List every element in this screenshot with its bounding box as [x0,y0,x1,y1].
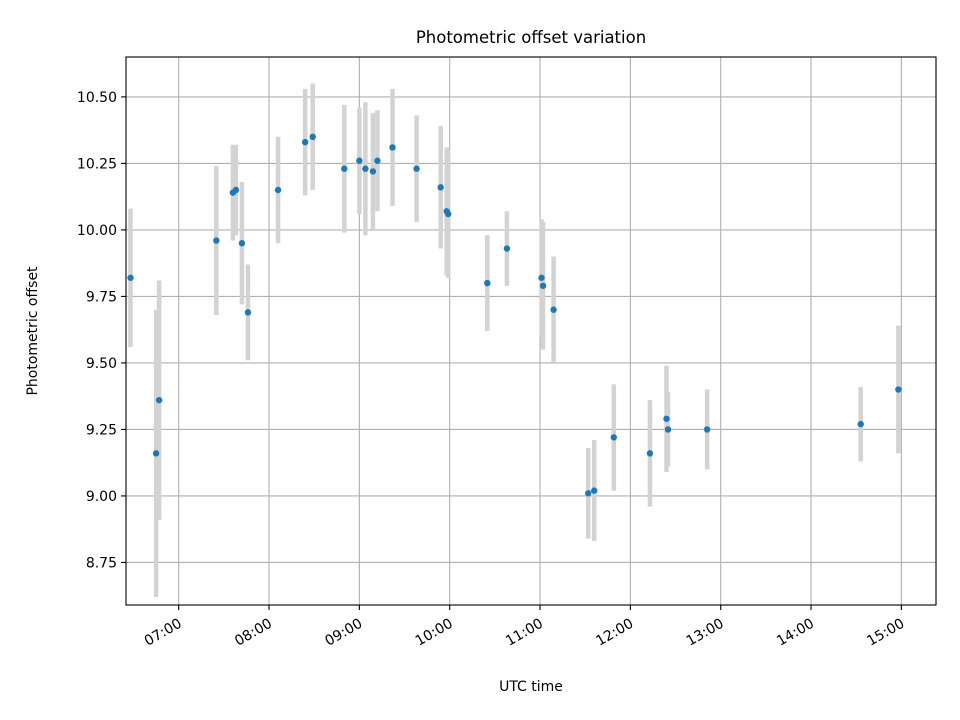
data-point [389,144,396,151]
data-point [664,426,672,433]
y-tick-label: 9.25 [86,422,117,438]
data-point [703,426,711,433]
data-point [413,165,420,172]
data-point [646,450,654,457]
data-point [663,415,670,422]
data-point [484,279,491,287]
data-point [895,386,902,393]
data-point [274,186,282,194]
data-point [610,434,618,441]
data-point [591,487,598,494]
data-point [362,165,369,172]
data-point [550,306,557,313]
data-point [503,245,511,252]
data-point [539,282,547,289]
chart-title: Photometric offset variation [416,28,646,47]
data-point [437,184,444,191]
data-point [585,490,592,497]
y-tick-label: 10.25 [77,156,117,172]
data-point [309,133,316,141]
data-point [444,210,452,218]
grid [126,57,936,605]
data-point [538,274,545,281]
data-point [857,420,864,428]
data-points [127,133,902,497]
y-tick-label: 10.00 [77,223,117,239]
y-tick-label: 10.50 [77,90,117,106]
y-axis-label: Photometric offset [25,266,41,396]
data-point [301,138,309,146]
data-point [374,157,381,164]
data-point [152,450,160,457]
y-tick-label: 9.50 [86,356,117,372]
data-point [341,165,348,172]
plot-frame [125,56,937,606]
data-point [244,309,252,316]
data-point [155,396,163,404]
y-tick-label: 9.75 [86,289,117,305]
y-tick-label: 9.00 [86,489,117,505]
data-point [369,168,377,175]
data-point [232,186,240,194]
data-point [356,157,363,164]
data-point [127,274,134,281]
data-point [213,237,220,244]
y-tick-label: 8.75 [86,555,117,571]
data-point [238,240,246,247]
x-axis-label: UTC time [499,679,563,695]
